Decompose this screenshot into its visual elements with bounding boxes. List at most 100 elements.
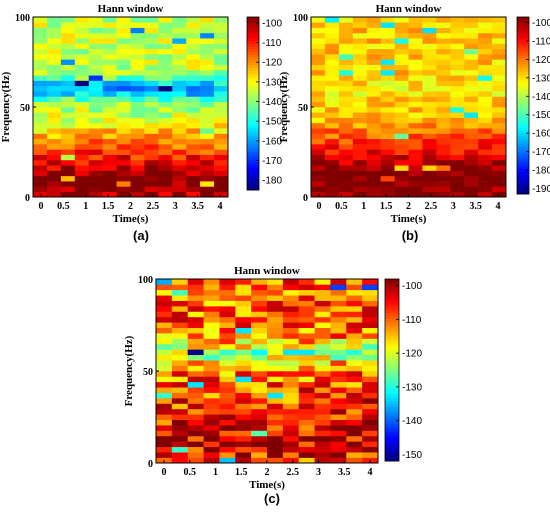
heatmap-cell bbox=[214, 133, 229, 140]
colorbar-tick-label: -130 bbox=[402, 382, 422, 393]
heatmap-cell bbox=[298, 387, 315, 393]
heatmap-cell bbox=[116, 64, 131, 71]
heatmap-cell bbox=[156, 300, 173, 307]
colorbar-segment bbox=[385, 341, 399, 345]
heatmap-cell bbox=[186, 165, 201, 171]
colorbar-segment bbox=[517, 130, 529, 134]
heatmap-cell bbox=[74, 138, 90, 145]
heatmap-cell bbox=[362, 414, 379, 420]
heatmap-cell bbox=[88, 32, 103, 39]
heatmap-cell bbox=[172, 80, 187, 87]
heatmap-cell bbox=[33, 85, 48, 92]
heatmap-cell bbox=[422, 122, 437, 129]
heatmap-cell bbox=[324, 32, 340, 39]
heatmap-cell bbox=[408, 80, 423, 87]
heatmap-cell bbox=[60, 165, 76, 171]
heatmap-cell bbox=[298, 343, 315, 350]
heatmap-cell bbox=[394, 181, 409, 187]
heatmap-cell bbox=[324, 112, 340, 118]
heatmap-cell bbox=[214, 32, 229, 39]
heatmap-cell bbox=[187, 360, 204, 366]
colorbar-segment bbox=[385, 429, 399, 433]
heatmap-cell bbox=[88, 27, 103, 34]
heatmap-cell bbox=[60, 64, 76, 71]
heatmap-cell bbox=[251, 435, 268, 442]
heatmap-cell bbox=[298, 457, 315, 464]
heatmap-cell bbox=[144, 122, 159, 129]
x-tick-label: 3.5 bbox=[469, 201, 482, 212]
heatmap-cell bbox=[436, 165, 451, 171]
colorbar-segment bbox=[517, 169, 529, 173]
heatmap-cell bbox=[130, 85, 145, 92]
heatmap-cell bbox=[171, 322, 189, 328]
heatmap-cell bbox=[235, 392, 252, 399]
heatmap-cell bbox=[203, 425, 220, 431]
colorbar-segment bbox=[517, 180, 529, 184]
heatmap-cell bbox=[298, 441, 315, 448]
colorbar-segment bbox=[247, 25, 259, 29]
heatmap-cell bbox=[144, 85, 159, 92]
heatmap-cell bbox=[380, 186, 395, 192]
heatmap-cell bbox=[366, 154, 381, 161]
heatmap-cell bbox=[324, 138, 340, 145]
heatmap-cell bbox=[251, 414, 268, 420]
heatmap-cell bbox=[74, 54, 90, 60]
heatmap-cell bbox=[408, 117, 423, 124]
heatmap-cell bbox=[130, 54, 145, 60]
heatmap-cell bbox=[408, 64, 423, 71]
heatmap-cell bbox=[116, 144, 131, 150]
heatmap-cell bbox=[203, 306, 220, 312]
heatmap-cell bbox=[362, 392, 379, 399]
colorbar-segment bbox=[517, 182, 529, 187]
heatmap-cell bbox=[464, 181, 479, 187]
heatmap-cell bbox=[436, 154, 451, 161]
heatmap-cell bbox=[186, 85, 201, 92]
heatmap-cell bbox=[144, 133, 159, 140]
heatmap-cell bbox=[172, 138, 187, 145]
colorbar-segment bbox=[247, 76, 259, 80]
colorbar-tick-label: -190 bbox=[532, 184, 550, 195]
heatmap-cell bbox=[366, 91, 381, 97]
colorbar-segment bbox=[247, 54, 259, 58]
heatmap-cell bbox=[219, 300, 236, 307]
heatmap-cell bbox=[394, 43, 409, 50]
heatmap-cell bbox=[187, 311, 204, 318]
heatmap-cell bbox=[214, 128, 229, 134]
heatmap-cell bbox=[88, 170, 103, 177]
colorbar-segment bbox=[385, 409, 399, 414]
heatmap-cell bbox=[214, 181, 229, 187]
heatmap-cell bbox=[88, 165, 103, 171]
heatmap-cell bbox=[144, 128, 159, 134]
heatmap-cell bbox=[171, 441, 189, 448]
heatmap-cell bbox=[158, 69, 173, 76]
heatmap-cell bbox=[436, 96, 451, 102]
colorbar-tick-label: -100 bbox=[532, 18, 550, 29]
heatmap-cell bbox=[346, 306, 363, 312]
heatmap-cell bbox=[311, 59, 326, 65]
heatmap-cell bbox=[33, 101, 48, 108]
heatmap-cell bbox=[324, 43, 340, 50]
heatmap-cell bbox=[203, 343, 220, 350]
heatmap-cell bbox=[267, 408, 284, 415]
heatmap-cell bbox=[46, 144, 62, 150]
heatmap-cell bbox=[408, 85, 423, 92]
heatmap-cell bbox=[298, 338, 315, 345]
heatmap-cell bbox=[33, 43, 48, 50]
heatmap-cell bbox=[219, 289, 236, 296]
heatmap-cell bbox=[144, 170, 159, 177]
heatmap-cell bbox=[102, 159, 117, 166]
heatmap-cell bbox=[366, 133, 381, 140]
heatmap-cell bbox=[130, 101, 145, 108]
heatmap-cell bbox=[251, 371, 268, 377]
colorbar-segment bbox=[247, 84, 259, 88]
colorbar-tick-label: -150 bbox=[532, 110, 550, 121]
heatmap-cell bbox=[219, 446, 236, 453]
heatmap-cell bbox=[156, 295, 173, 301]
heatmap-cell bbox=[492, 191, 507, 198]
heatmap-cell bbox=[219, 414, 236, 420]
heatmap-cell bbox=[102, 144, 117, 150]
heatmap-cell bbox=[422, 59, 437, 65]
heatmap-cell bbox=[366, 85, 381, 92]
heatmap-cell bbox=[366, 48, 381, 55]
heatmap-cell bbox=[311, 112, 326, 118]
